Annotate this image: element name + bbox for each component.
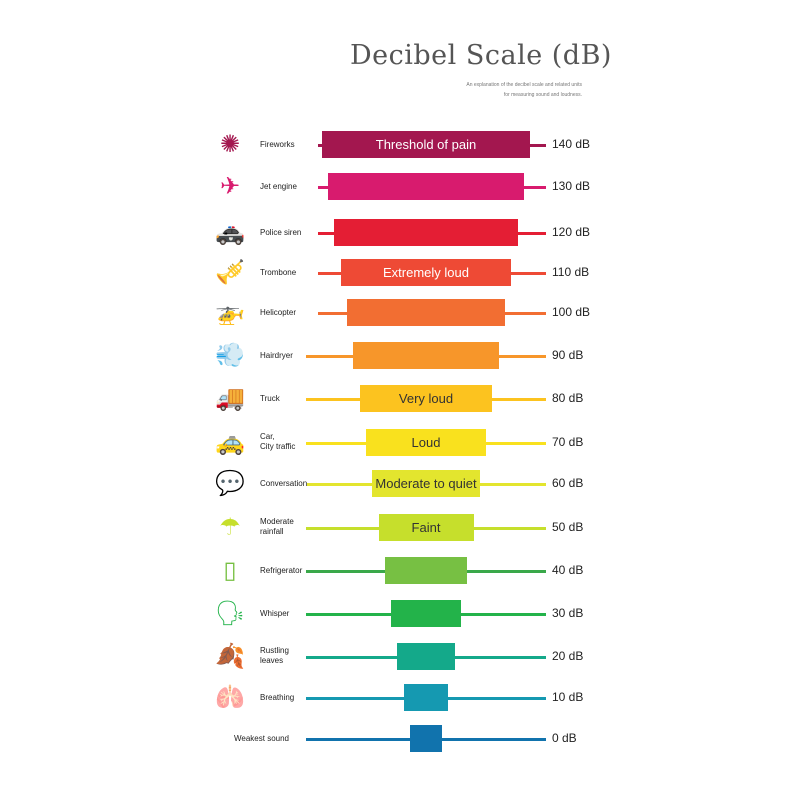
sound-source-label: Conversation: [260, 479, 308, 489]
db-value: 0 dB: [552, 731, 577, 745]
db-value: 80 dB: [552, 391, 584, 405]
db-value: 130 dB: [552, 179, 591, 193]
car-icon: 🚕: [215, 428, 245, 456]
umbrella-icon: ☂: [219, 513, 241, 541]
scale-row: Moderate to quiet 60 dB Conversation 💬: [0, 469, 800, 499]
scale-row: 90 dB Hairdryer 💨: [0, 341, 800, 371]
band-label: Faint: [411, 520, 441, 535]
sound-source-label: Rustling leaves: [260, 646, 289, 666]
sound-source-label: Whisper: [260, 609, 290, 619]
lungs-icon: 🫁: [215, 683, 245, 711]
level-bar: Extremely loud: [340, 259, 512, 286]
sound-source-label: Weakest sound: [234, 734, 289, 744]
sound-source-label: Truck: [260, 394, 280, 404]
db-value: 120 dB: [552, 225, 591, 239]
sound-source-label: Jet engine: [260, 182, 297, 192]
sound-source-label: Moderate rainfall: [260, 517, 294, 537]
conversation-icon: 💬: [215, 469, 245, 497]
refrigerator-icon: ▯: [223, 556, 237, 584]
level-bar: [397, 643, 455, 670]
db-value: 10 dB: [552, 690, 584, 704]
level-bar: [347, 299, 505, 326]
level-bar: [353, 342, 499, 369]
db-value: 60 dB: [552, 476, 584, 490]
sound-source-label: Police siren: [260, 228, 302, 238]
level-bar: Moderate to quiet: [372, 470, 480, 497]
page-title: Decibel Scale (dB): [350, 40, 612, 71]
level-bar: [410, 725, 442, 752]
sound-source-label: Trombone: [260, 268, 297, 278]
leaves-icon: 🍂: [215, 642, 245, 670]
level-bar: [384, 557, 468, 584]
sound-source-label: Fireworks: [260, 140, 295, 150]
sound-source-label: Car, City traffic: [260, 432, 296, 452]
sound-source-label: Helicopter: [260, 308, 297, 318]
band-label: Loud: [411, 435, 441, 450]
level-bar: Loud: [365, 429, 487, 456]
hairdryer-icon: 💨: [215, 341, 245, 369]
scale-row: Threshold of pain 140 dB Fireworks ✺: [0, 130, 800, 160]
level-bar: Threshold of pain: [321, 131, 531, 158]
sound-source-label: Hairdryer: [260, 351, 293, 361]
scale-row: Loud 70 dB Car, City traffic 🚕: [0, 428, 800, 458]
subtitle-line-2: for measuring sound and loudness.: [503, 92, 582, 98]
scale-row: 130 dB Jet engine ✈: [0, 172, 800, 202]
whisper-icon: 🗣: [214, 599, 246, 627]
scale-row: Very loud 80 dB Truck 🚚: [0, 384, 800, 414]
scale-row: 10 dB Breathing 🫁: [0, 683, 800, 713]
scale-row: Faint 50 dB Moderate rainfall ☂: [0, 513, 800, 543]
db-value: 30 dB: [552, 606, 584, 620]
scale-row: 40 dB Refrigerator ▯: [0, 556, 800, 586]
scale-row: 0 dB Weakest sound: [0, 724, 800, 754]
band-label: Moderate to quiet: [375, 476, 477, 491]
scale-row: 100 dB Helicopter 🚁: [0, 298, 800, 328]
level-bar: Very loud: [359, 385, 493, 412]
helicopter-icon: 🚁: [215, 298, 245, 326]
subtitle-line-1: An explanation of the decibel scale and …: [466, 82, 582, 88]
level-bar: [328, 173, 524, 200]
db-value: 40 dB: [552, 563, 584, 577]
sound-source-label: Refrigerator: [260, 566, 303, 576]
band-label: Extremely loud: [382, 265, 469, 280]
db-value: 140 dB: [552, 137, 591, 151]
db-value: 90 dB: [552, 348, 584, 362]
airplane-icon: ✈: [219, 172, 241, 200]
db-value: 20 dB: [552, 649, 584, 663]
db-value: 50 dB: [552, 520, 584, 534]
db-value: 70 dB: [552, 435, 584, 449]
scale-row: Extremely loud 110 dB Trombone 🎺: [0, 258, 800, 288]
trombone-player-icon: 🎺: [215, 258, 245, 286]
level-bar: [403, 684, 449, 711]
truck-icon: 🚚: [215, 384, 245, 412]
police-car-icon: 🚓: [215, 218, 245, 246]
db-value: 100 dB: [552, 305, 591, 319]
scale-row: 120 dB Police siren 🚓: [0, 218, 800, 248]
band-label: Threshold of pain: [375, 137, 477, 152]
band-label: Very loud: [398, 391, 454, 406]
scale-row: 20 dB Rustling leaves 🍂: [0, 642, 800, 672]
level-bar: [391, 600, 461, 627]
level-bar: Faint: [378, 514, 474, 541]
level-bar: [334, 219, 518, 246]
fireworks-icon: ✺: [219, 130, 241, 158]
scale-row: 30 dB Whisper 🗣: [0, 599, 800, 629]
db-value: 110 dB: [552, 265, 590, 279]
sound-source-label: Breathing: [260, 693, 295, 703]
